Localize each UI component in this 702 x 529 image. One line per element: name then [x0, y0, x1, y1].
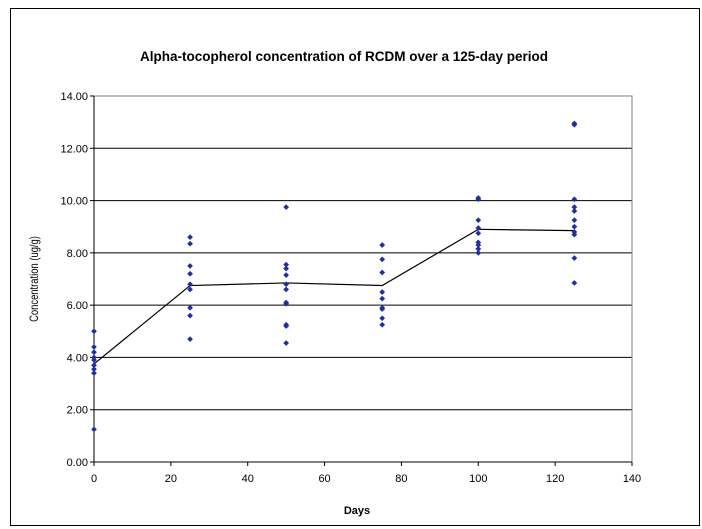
y-tick-label: 4.00: [67, 352, 88, 364]
data-point: [91, 370, 97, 377]
data-point: [571, 231, 578, 238]
x-tick-label: 100: [469, 473, 487, 485]
data-point: [187, 240, 194, 247]
y-tick-label: 6.00: [67, 300, 88, 312]
point-layer: [91, 120, 578, 433]
data-point: [475, 230, 482, 237]
data-point: [187, 234, 194, 241]
data-point: [283, 265, 290, 272]
data-point: [283, 286, 290, 293]
grid-layer: [94, 95, 632, 411]
mean-line-layer: [93, 228, 575, 365]
x-tick-label: 60: [318, 473, 330, 485]
data-point: [283, 300, 290, 307]
data-point: [571, 279, 578, 286]
data-point: [379, 242, 386, 248]
data-point: [187, 312, 194, 319]
y-tick-label: 14.00: [60, 91, 88, 103]
data-point: [379, 256, 386, 263]
chart-frame: Alpha-tocopherol concentration of RCDM o…: [10, 8, 700, 526]
chart-svg: Alpha-tocopherol concentration of RCDM o…: [28, 49, 641, 517]
data-point: [475, 217, 482, 224]
x-tick-label: 120: [546, 473, 564, 485]
data-point: [187, 262, 194, 269]
data-point: [379, 295, 386, 302]
data-point: [571, 217, 578, 224]
y-tick-label: 10.00: [60, 196, 88, 208]
plot-area: [93, 95, 633, 463]
data-point: [379, 315, 386, 322]
y-tick-label: 2.00: [67, 405, 88, 417]
y-tick-label: 8.00: [67, 248, 88, 260]
data-point: [187, 286, 194, 293]
chart-title: Alpha-tocopherol concentration of RCDM o…: [140, 49, 548, 64]
data-point: [91, 349, 97, 356]
data-point: [571, 208, 578, 214]
data-point: [571, 223, 578, 230]
x-tick-label: 40: [242, 473, 254, 485]
x-tick-label: 140: [623, 473, 641, 485]
x-tick-label: 20: [165, 473, 177, 485]
data-point: [283, 340, 290, 347]
y-tick-label: 0.00: [67, 457, 88, 469]
data-point: [379, 306, 386, 313]
x-tick-label: 80: [395, 473, 407, 485]
data-point: [475, 196, 482, 203]
data-point: [187, 336, 194, 343]
tick-label-layer: 0.00 2.00 4.00 6.00 8.00 10.00 12.00 14.00 0 20 40…: [60, 91, 641, 485]
data-point: [91, 344, 97, 350]
data-point: [283, 272, 290, 279]
data-point: [283, 323, 290, 330]
data-point: [571, 121, 578, 128]
data-point: [91, 426, 97, 433]
data-point: [379, 289, 386, 296]
mean-line: [93, 228, 575, 365]
data-point: [187, 270, 194, 277]
data-point: [475, 249, 482, 256]
x-axis-title: Days: [344, 505, 370, 517]
data-point: [379, 269, 386, 276]
y-axis-title: Concentration (ug/g): [28, 236, 41, 322]
data-point: [571, 196, 578, 203]
x-tick-label: 0: [91, 473, 97, 485]
data-point: [91, 328, 97, 335]
axis-layer: [90, 95, 633, 466]
data-point: [379, 321, 386, 328]
data-point: [187, 304, 194, 311]
y-tick-label: 12.00: [60, 143, 88, 155]
data-point: [283, 204, 290, 211]
data-point: [571, 255, 578, 262]
